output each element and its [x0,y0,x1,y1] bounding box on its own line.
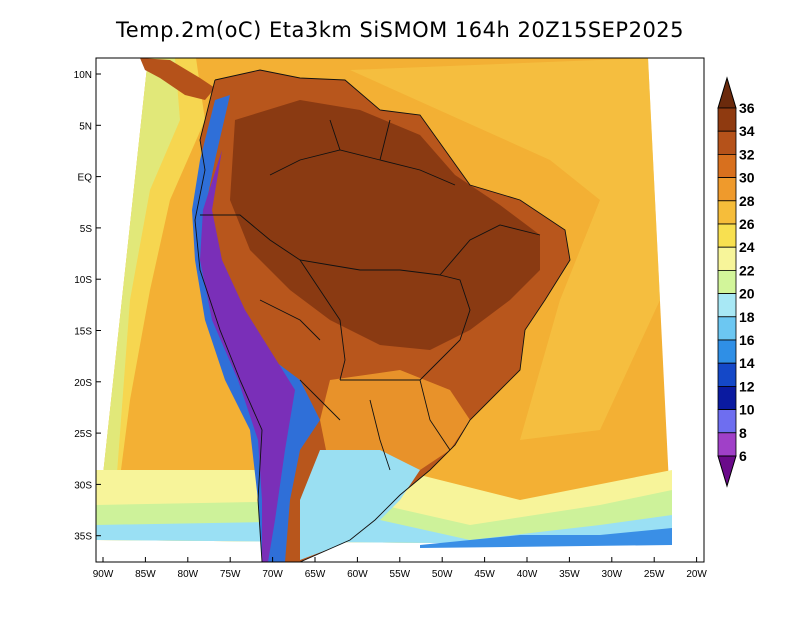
colorbar-label: 28 [739,193,755,209]
colorbar-segment [717,153,737,178]
colorbar-label: 26 [739,216,755,232]
lon-tick-label: 50W [432,569,453,580]
lat-tick-label: 30S [74,480,92,491]
colorbar-segment [717,432,737,457]
lat-tick-label: 5N [79,121,92,132]
lon-tick-label: 30W [602,569,623,580]
lat-tick-label: 35S [74,532,92,543]
colorbar-segment [717,223,737,248]
colorbar-label: 14 [739,355,755,371]
colorbar-segment [717,339,737,364]
country-borders [194,69,571,562]
colorbar-label: 16 [739,332,755,348]
colorbar-top-arrow [717,76,737,109]
lon-tick-label: 25W [644,569,665,580]
lon-tick-label: 75W [220,569,241,580]
colorbar-segment [717,130,737,155]
central-america-land [140,58,215,100]
colorbar-segment [717,107,737,132]
atlantic-light-region [350,58,660,440]
lat-tick-label: 10S [74,275,92,286]
latitude-axis: 10N 5N EQ 5S 10S 15S 20S 25S 30S 35S [74,70,101,543]
lon-tick-label: 65W [305,569,326,580]
lon-tick-label: 35W [559,569,580,580]
lon-tick-label: 20W [686,569,707,580]
colorbar-segment [717,293,737,318]
lat-tick-label: 15S [74,327,92,338]
colorbar-segment [717,362,737,387]
colorbar-label: 30 [739,170,755,186]
lat-tick-label: 25S [74,429,92,440]
lat-tick-label: 5S [80,224,93,235]
andes-cold-strip [192,95,320,562]
lat-tick-label: EQ [78,173,93,184]
colorbar-label: 20 [739,286,755,302]
colorbar-label: 6 [739,448,747,464]
colorbar-segment [717,246,737,271]
lon-tick-label: 80W [178,569,199,580]
map-title: Temp.2m(oC) Eta3km SiSMOM 164h 20Z15SEP2… [115,18,685,42]
pampas-cool [300,450,420,560]
lon-tick-label: 70W [262,569,283,580]
colorbar-segment [717,316,737,341]
colorbar-label: 18 [739,309,755,325]
colorbar-bottom-arrow [717,455,737,488]
lon-tick-label: 40W [517,569,538,580]
colorbar-segment [717,385,737,410]
pacific-cool-band [96,58,205,540]
pacific-green-band [96,58,180,540]
lon-tick-label: 60W [347,569,368,580]
lon-tick-label: 85W [135,569,156,580]
colorbar-segment [717,409,737,434]
colorbar-label: 34 [739,123,755,139]
colorbar-label: 36 [739,100,755,116]
colorbar-label: 8 [739,425,747,441]
lon-tick-label: 45W [474,569,495,580]
colorbar-label: 32 [739,146,755,162]
colorbar: 36 34 32 30 28 26 24 22 20 18 16 14 12 10 8 6 [717,76,755,488]
colorbar-label: 22 [739,262,755,278]
lat-tick-label: 10N [74,70,92,81]
southern-ocean-blue [420,528,672,548]
longitude-axis: 90W 85W 80W 75W 70W 65W 60W 55W 50W 45W 40W 35W 30W 2… [93,557,707,580]
colorbar-label: 10 [739,402,755,418]
lon-tick-label: 55W [390,569,411,580]
colorbar-segment [717,200,737,225]
andes-peak-strip [200,150,295,562]
lon-tick-label: 90W [93,569,114,580]
colorbar-segment [717,269,737,294]
colorbar-label: 12 [739,378,755,394]
colorbar-label: 24 [739,239,755,255]
lat-tick-label: 20S [74,378,92,389]
colorbar-segment [717,177,737,202]
